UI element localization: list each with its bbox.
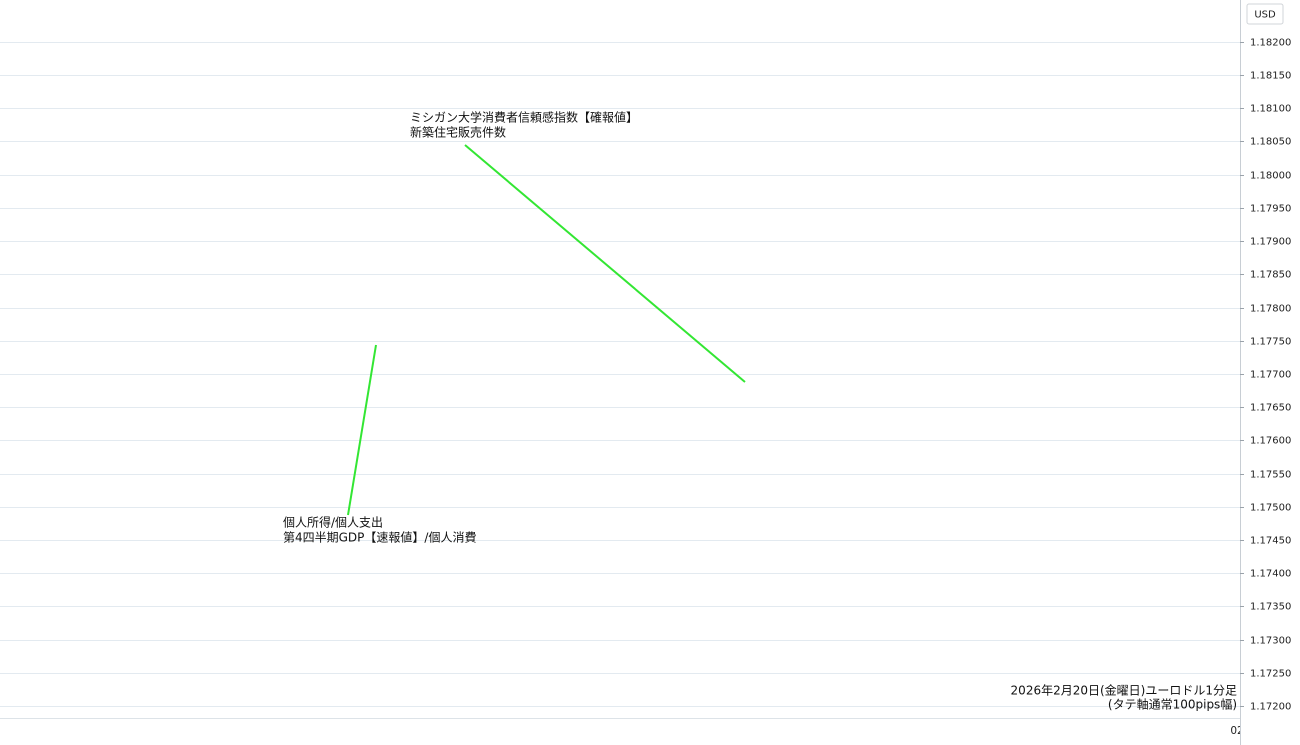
- annotation-text: 第4四半期GDP【速報値】/個人消費: [283, 530, 476, 545]
- y-tick-label: 1.17700: [1250, 370, 1291, 381]
- y-tick-label: 1.17600: [1250, 436, 1291, 447]
- y-tick-label: 1.17300: [1250, 636, 1291, 647]
- annotation-pointer: [347, 344, 377, 516]
- y-tick-label: 1.17450: [1250, 536, 1291, 547]
- y-axis: 1.17200 1.17250 1.17300 1.17350 1.17400 1.174…: [1240, 38, 1291, 713]
- footnote: 2026年2月20日(金曜日)ユーロドル1分足: [1011, 683, 1237, 698]
- y-tick-label: 1.17900: [1250, 237, 1291, 248]
- y-tick-label: 1.17750: [1250, 337, 1291, 348]
- annotation-text: ミシガン大学消費者信頼感指数【確報値】: [410, 110, 638, 125]
- y-tick-label: 1.18050: [1250, 137, 1291, 148]
- x-tick-label: 02:00: [1230, 725, 1260, 737]
- y-tick-label: 1.18200: [1250, 38, 1291, 49]
- price-axis-background: [1240, 0, 1300, 745]
- y-tick-label: 1.17500: [1250, 503, 1291, 514]
- y-tick-label: 1.17550: [1250, 470, 1291, 481]
- annotation-text: 新築住宅販売件数: [410, 125, 506, 140]
- y-tick-label: 1.18000: [1250, 171, 1291, 182]
- currency-label: USD: [1254, 10, 1276, 21]
- y-tick-label: 1.17250: [1250, 669, 1291, 680]
- footnote: (タテ軸通常100pips幅): [1108, 697, 1237, 712]
- annotation-text: 個人所得/個人支出: [283, 515, 383, 530]
- y-tick-label: 1.18150: [1250, 71, 1291, 82]
- y-tick-label: 1.17850: [1250, 270, 1291, 281]
- currency-box: [1246, 3, 1284, 25]
- y-tick-label: 1.17800: [1250, 304, 1291, 315]
- annotation-pointer: [464, 144, 746, 383]
- y-tick-label: 1.17400: [1250, 569, 1291, 580]
- y-tick-label: 1.17350: [1250, 602, 1291, 613]
- y-tick-label: 1.17650: [1250, 403, 1291, 414]
- y-tick-label: 1.17950: [1250, 204, 1291, 215]
- x-axis: 21:0021:1521:3021:4522:0022:1522:3022:45…: [1230, 725, 1260, 737]
- y-tick-label: 1.18100: [1250, 104, 1291, 115]
- y-tick-label: 1.17200: [1250, 702, 1291, 713]
- grid: [0, 42, 1240, 719]
